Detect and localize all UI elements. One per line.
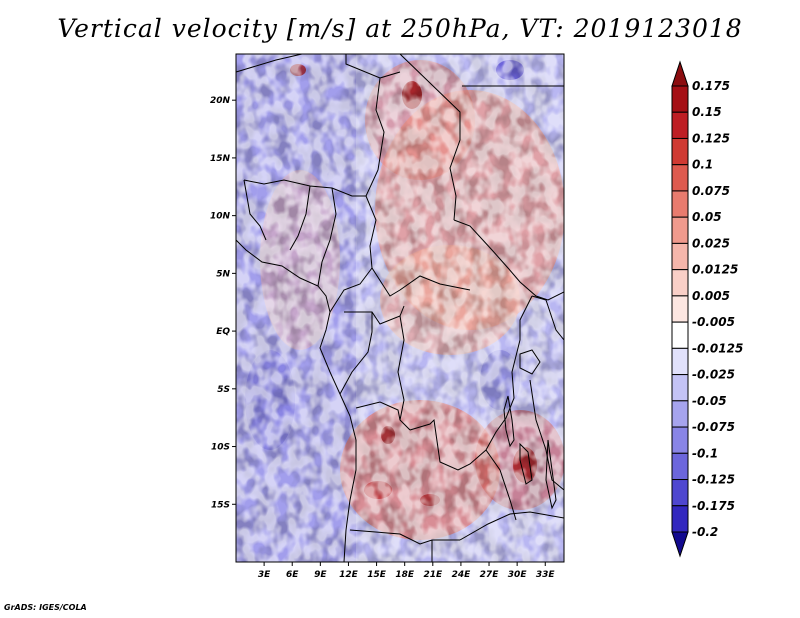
lat-tick-label: 5N	[216, 269, 230, 279]
colorbar-segment	[671, 452, 689, 481]
lat-tick-label: 5S	[217, 385, 230, 395]
colorbar-label: 0.075	[692, 184, 730, 198]
lat-tick-label: 10S	[211, 443, 230, 453]
colorbar-label: -0.2	[692, 525, 718, 539]
lon-tick-label: 3E	[258, 570, 271, 580]
colorbar-label: -0.175	[692, 499, 735, 513]
lon-tick-label: 30E	[508, 570, 528, 580]
lon-tick-label: 18E	[395, 570, 415, 580]
colorbar-label: 0.15	[692, 105, 722, 119]
country-borders	[236, 54, 564, 562]
longitude-axis: 3E 6E 9E 12E 15E 18E 21E 24E 27E 30E 33E	[258, 562, 556, 580]
colorbar-label: -0.05	[692, 394, 727, 408]
colorbar-label: -0.005	[692, 315, 735, 329]
lon-tick-label: 21E	[423, 570, 443, 580]
grads-credit: GrADS: IGES/COLA	[4, 603, 87, 612]
colorbar-label: 0.025	[692, 236, 730, 250]
colorbar-segment	[671, 216, 689, 244]
colorbar-label: 0.175	[692, 79, 730, 93]
lat-tick-label: 15S	[211, 500, 230, 510]
lon-tick-label: 12E	[339, 570, 359, 580]
colorbar-segment	[671, 85, 689, 113]
colorbar-segment	[671, 347, 689, 376]
colorbar-label: 0.005	[692, 289, 730, 303]
colorbar-segment	[671, 426, 689, 454]
lon-tick-label: 15E	[367, 570, 387, 580]
colorbar-segment	[671, 111, 689, 139]
colorbar-label: 0.0125	[692, 263, 738, 277]
latitude-axis: 20N 15N 10N 5N EQ 5S 10S 15S	[210, 96, 236, 510]
lon-tick-label: 33E	[536, 570, 556, 580]
colorbar-label: -0.025	[692, 368, 735, 382]
colorbar-segment	[671, 242, 689, 271]
colorbar-label: -0.075	[692, 420, 735, 434]
lat-tick-label: EQ	[216, 327, 230, 337]
colorbar: 0.175 0.15 0.125 0.1 0.075 0.05 0.025 0.0125 0.0…	[671, 60, 743, 558]
colorbar-label: -0.125	[692, 473, 735, 487]
lat-tick-label: 10N	[210, 212, 231, 222]
colorbar-label: 0.1	[692, 158, 713, 172]
colorbar-segment	[671, 137, 689, 166]
lat-tick-label: 15N	[210, 154, 231, 164]
lon-tick-label: 24E	[452, 570, 472, 580]
colorbar-segment	[671, 295, 689, 323]
colorbar-segment	[671, 321, 689, 349]
colorbar-segment	[671, 374, 689, 402]
vertical-velocity-field	[236, 54, 564, 562]
colorbar-segment	[671, 479, 689, 507]
colorbar-segment	[671, 400, 689, 428]
lon-tick-label: 27E	[480, 570, 500, 580]
colorbar-bottom-arrow	[671, 531, 689, 558]
plot-title: Vertical velocity [m/s] at 250hPa, VT: 2…	[57, 14, 743, 43]
lat-tick-label: 20N	[210, 96, 231, 106]
colorbar-label: -0.0125	[692, 341, 743, 355]
colorbar-label: 0.05	[692, 210, 722, 224]
colorbar-segment	[671, 269, 689, 297]
colorbar-label: -0.1	[692, 446, 718, 460]
colorbar-segment	[671, 505, 689, 533]
map-frame	[235, 53, 565, 563]
colorbar-top-arrow	[671, 60, 689, 87]
lon-tick-label: 9E	[314, 570, 327, 580]
colorbar-segment	[671, 164, 689, 192]
colorbar-segment	[671, 190, 689, 218]
colorbar-label: 0.125	[692, 131, 730, 145]
lon-tick-label: 6E	[286, 570, 299, 580]
